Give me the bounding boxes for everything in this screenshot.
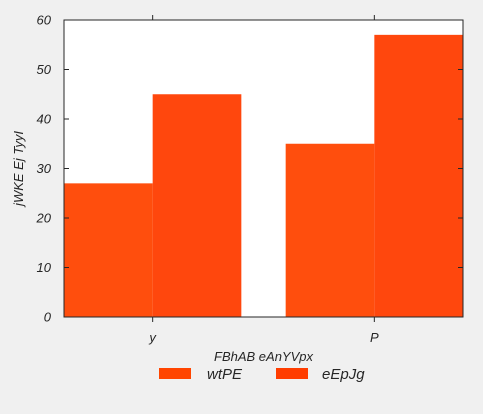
- y-axis-label: jWKE Ej TyyI: [11, 131, 26, 208]
- legend-label-wtPE: wtPE: [207, 366, 243, 383]
- x-tick-label: P: [370, 330, 379, 345]
- y-tick-label: 50: [37, 62, 52, 77]
- y-tick-label: 40: [37, 112, 52, 127]
- x-tick-label: y: [148, 330, 157, 345]
- y-axis-ticks: 0 10 20 30 40 50 60: [36, 13, 463, 325]
- bars-group: [64, 34, 463, 317]
- legend-label-eEpJg: eEpJg: [322, 366, 365, 383]
- legend-swatch-eEpJg: [276, 368, 308, 379]
- y-tick-label: 60: [37, 13, 52, 28]
- bar-eEpJg-P: [374, 34, 463, 317]
- bar-wtPE-P: [285, 143, 375, 317]
- bar-wtPE-y: [64, 183, 153, 317]
- x-axis-label: FBhAB eAnYVpx: [214, 349, 313, 364]
- y-tick-label: 0: [44, 310, 52, 325]
- y-tick-label: 20: [36, 211, 52, 226]
- y-tick-label: 30: [37, 161, 52, 176]
- plot-frame: [63, 19, 464, 318]
- y-tick-label: 10: [37, 260, 52, 275]
- bar-eEpJg-y: [152, 94, 242, 317]
- legend-swatch-wtPE: [159, 368, 191, 379]
- legend: wtPE eEpJg: [159, 366, 365, 383]
